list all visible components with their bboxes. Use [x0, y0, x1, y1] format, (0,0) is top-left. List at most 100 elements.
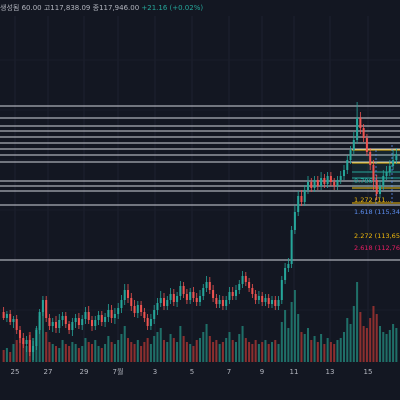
fib-label-2: 1.618 (115,348	[354, 208, 400, 216]
volume-bar	[107, 336, 110, 362]
candle-body	[388, 166, 391, 172]
candle-body	[61, 316, 64, 320]
volume-bar	[225, 338, 228, 362]
volume-bar	[120, 334, 123, 362]
fib-label-3: 2.272 (113,657	[354, 232, 400, 240]
candle-body	[333, 182, 336, 186]
volume-bar	[143, 342, 146, 362]
volume-bar	[241, 326, 244, 362]
candle-body	[38, 312, 41, 330]
candle-body	[378, 186, 382, 194]
volume-bar	[300, 332, 303, 362]
candle-body	[313, 180, 316, 188]
created-status: 생성됨	[0, 4, 20, 12]
candle-body	[385, 172, 388, 176]
candle-body	[336, 180, 339, 186]
volume-bar	[12, 344, 15, 362]
volume-bar	[126, 338, 130, 362]
candle-body	[257, 296, 260, 300]
fib-label-1: 1.272 (11...	[354, 196, 392, 204]
volume-bar	[270, 342, 274, 362]
volume-bar	[372, 306, 375, 362]
volume-bar	[362, 326, 365, 362]
time-axis[interactable]: 25 27 29 7월 3 5 7 9 11 13 15	[0, 363, 400, 400]
candle-body	[277, 300, 280, 306]
volume-bar	[277, 344, 280, 362]
candle-body	[221, 300, 224, 306]
partial-value: 60.00	[21, 4, 42, 12]
candle-body	[176, 296, 179, 302]
volume-bar	[48, 342, 51, 362]
volume-bar	[146, 338, 149, 362]
candle-body	[133, 306, 136, 313]
candle-body	[123, 290, 126, 300]
volume-bar	[313, 336, 316, 362]
volume-bar	[234, 342, 238, 362]
candle-body	[267, 298, 270, 304]
volume-bar	[287, 328, 290, 362]
volume-bar	[176, 342, 179, 362]
candle-body	[274, 300, 277, 306]
volume-bar	[25, 346, 28, 362]
volume-bar	[90, 344, 94, 362]
volume-bar	[202, 332, 205, 362]
candle-body	[212, 290, 215, 298]
volume-bar	[198, 338, 202, 362]
candle-body	[228, 292, 231, 300]
volume-bar	[365, 328, 368, 362]
candle-body	[22, 338, 25, 344]
volume-bar	[123, 326, 126, 362]
candle-body	[349, 150, 352, 160]
candle-body	[143, 312, 146, 318]
candle-body	[362, 128, 365, 138]
time-label-8: 11	[290, 368, 299, 376]
volume-bar	[339, 338, 342, 362]
horizontal-levels[interactable]	[0, 105, 400, 261]
candle-body	[270, 300, 274, 304]
volume-bar	[58, 348, 61, 362]
candle-body	[12, 319, 15, 322]
candle-body	[48, 318, 51, 326]
ohlc-legend: 생성됨 60.00 고117,838.09 종117,946.00 +21.16…	[0, 0, 400, 16]
candle-body	[382, 176, 385, 186]
volume-bar	[323, 344, 326, 362]
candle-body	[192, 292, 195, 298]
volume-bar	[218, 344, 221, 362]
candle-body	[71, 322, 74, 330]
volume-bar	[264, 340, 267, 362]
volume-bar	[369, 318, 372, 362]
volume-bar	[100, 348, 103, 362]
volume-bar	[356, 282, 359, 362]
candle-body	[395, 154, 398, 160]
candle-body	[280, 280, 283, 300]
candle-body	[234, 290, 238, 296]
volume-bar	[257, 344, 260, 362]
volume-bar	[94, 340, 97, 362]
volume-bar	[38, 316, 41, 362]
candle-body	[316, 180, 319, 186]
candle-body	[264, 298, 267, 302]
candle-body	[182, 286, 185, 294]
fib-label-4: 2.618 (112,765	[354, 244, 400, 252]
volume-bar	[205, 324, 208, 362]
candle-body	[87, 312, 90, 320]
candle-body	[110, 310, 113, 318]
volume-bar	[310, 340, 313, 362]
candle-body	[238, 284, 241, 290]
volume-bar	[274, 340, 277, 362]
candle-body	[15, 319, 18, 330]
volume-bar	[64, 344, 67, 362]
volume-bar	[215, 340, 218, 362]
volume-bar	[68, 346, 71, 362]
candle-body	[303, 190, 306, 202]
time-label-1: 27	[44, 368, 53, 376]
candle-body	[146, 318, 149, 326]
candle-body	[126, 290, 130, 298]
volume-bar	[18, 336, 22, 362]
candle-body	[372, 165, 375, 180]
close-value: 117,946.00	[99, 4, 140, 12]
candle-body	[74, 318, 77, 322]
volume-bar	[280, 322, 283, 362]
candle-body	[287, 264, 290, 268]
